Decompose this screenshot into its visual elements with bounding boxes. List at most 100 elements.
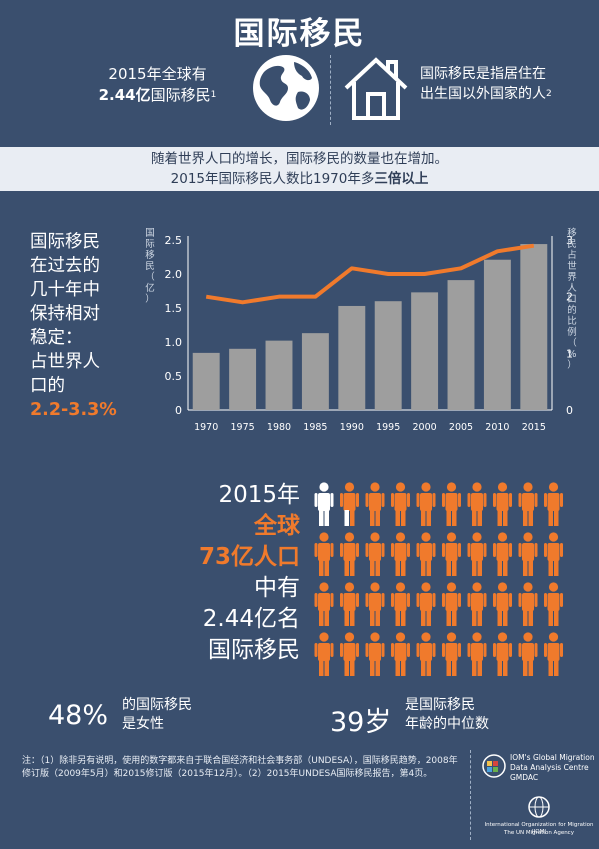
iom-logo-icon	[528, 796, 550, 818]
x-tick-label: 1990	[340, 422, 364, 433]
fact-left-line1: 2015年全球有	[108, 65, 207, 83]
bar	[411, 292, 439, 410]
y-left-tick-label: 2.0	[165, 268, 183, 281]
gmdac-line1: IOM's Global Migration	[510, 753, 595, 762]
x-tick-label: 2005	[449, 422, 473, 433]
person-icon	[365, 482, 385, 526]
footnotes: 注：（1）除非另有说明，使用的数字都来自于联合国经济和社会事务部（UNDESA）…	[22, 756, 458, 779]
female-txt1: 的国际移民	[122, 697, 192, 713]
y-right-axis-label: （	[567, 337, 577, 349]
y-left-tick-label: 2.5	[165, 234, 183, 247]
stable-line: 几十年中	[30, 280, 100, 300]
footnote-ref-2: 2	[546, 89, 552, 99]
gmdac-line2: Data Analysis Centre	[510, 763, 589, 772]
y-right-tick-label: 3	[566, 234, 573, 247]
y-right-axis-label: ）	[567, 359, 577, 371]
person-icon	[518, 632, 538, 676]
person-icon	[365, 632, 385, 676]
person-icon	[442, 532, 461, 576]
person-icon	[518, 482, 538, 526]
people-grid	[314, 482, 563, 676]
y-left-axis-label: 亿	[145, 282, 155, 294]
fact-total-migrants: 2015年全球有 2.44亿国际移民1	[70, 64, 245, 106]
y-right-axis-label: 的	[567, 304, 577, 316]
person-icon	[467, 582, 487, 626]
y-right-axis-label: 比	[567, 315, 577, 327]
stable-line: 占世界人	[30, 352, 100, 372]
fact-left-line2: 国际移民	[150, 86, 211, 104]
person-icon	[442, 482, 461, 526]
fact-definition: 国际移民是指居住在 出生国以外国家的人2	[420, 64, 590, 104]
y-right-tick-label: 2	[566, 291, 573, 304]
fact-right-line2: 出生国以外国家的人	[420, 86, 546, 102]
y-right-tick-label: 0	[566, 404, 573, 417]
bar	[192, 352, 220, 410]
y-left-axis-label: 际	[145, 239, 155, 250]
stable-line: 在过去的	[30, 256, 100, 276]
person-icon	[518, 532, 538, 576]
people-line5: 2.44亿名	[202, 606, 300, 632]
person-icon	[416, 632, 436, 676]
y-right-axis-label: 口	[567, 294, 577, 305]
person-icon-white	[314, 482, 334, 526]
person-icon	[391, 482, 410, 526]
stable-line: 国际移民	[30, 232, 100, 252]
y-right-axis-label: 例	[567, 326, 577, 338]
stable-share-text: 国际移民 在过去的 几十年中 保持相对 稳定： 占世界人 口的 2.2-3.3%	[30, 230, 140, 422]
person-icon	[544, 482, 563, 526]
person-icon	[365, 582, 385, 626]
migrants-chart: 0 0.5 1.0 1.5 2.0 2.5 0 1 2 3 1970 1975 1980 1985 1990…	[145, 227, 577, 433]
person-icon	[391, 632, 410, 676]
divider	[330, 55, 331, 125]
iom-tagline: The UN Migration Agency	[504, 830, 574, 836]
people-hl1: 全球	[254, 513, 300, 539]
person-icon	[518, 582, 538, 626]
y-right-axis-label: %	[567, 349, 576, 360]
footnote-ref-1: 1	[210, 90, 217, 100]
band-line2-prefix: 2015年国际移民人数比1970年多	[170, 171, 375, 187]
page-title: 国际移民	[233, 16, 366, 52]
person-icon	[544, 532, 563, 576]
fact-left-number: 2.44亿	[98, 86, 151, 104]
female-share-label: 的国际移民 是女性	[122, 696, 192, 734]
median-age-label: 是国际移民 年龄的中位数	[405, 696, 489, 734]
person-icon	[493, 482, 512, 526]
x-tick-label: 1995	[376, 422, 400, 433]
person-icon	[544, 632, 563, 676]
bar	[301, 333, 329, 410]
people-text: 2015年 全球 73亿人口 中有 2.44亿名 国际移民	[160, 480, 300, 666]
bar	[447, 280, 475, 410]
person-icon	[340, 532, 359, 576]
y-right-axis-label: 占	[567, 249, 577, 261]
people-hl2: 73亿人口	[198, 544, 300, 570]
person-icon	[416, 532, 436, 576]
person-icon-partial	[340, 482, 359, 526]
y-left-axis-label: 国	[145, 228, 155, 239]
y-left-axis-label: 民	[145, 261, 155, 272]
person-icon	[493, 582, 512, 626]
house-icon	[344, 57, 408, 120]
summary-band: 随着世界人口的增长，国际移民的数量也在增加。 2015年国际移民人数比1970年…	[0, 147, 599, 191]
bar	[483, 259, 511, 410]
globe-icon	[253, 55, 319, 121]
x-tick-label: 2015	[522, 422, 546, 433]
person-icon	[416, 482, 436, 526]
stable-line: 保持相对	[30, 304, 100, 324]
gmdac-logo-icon	[482, 754, 506, 778]
person-icon	[442, 582, 461, 626]
bar	[520, 244, 548, 410]
x-tick-label: 1980	[267, 422, 291, 433]
fact-right-line1: 国际移民是指居住在	[420, 66, 546, 82]
person-icon	[314, 632, 334, 676]
y-left-axis-label: 移	[145, 249, 155, 261]
stable-line: 口的	[30, 376, 65, 396]
y-right-axis-label: 人	[567, 283, 577, 294]
y-left-tick-label: 1.0	[165, 336, 183, 349]
x-tick-label: 2010	[485, 422, 509, 433]
y-left-tick-label: 0.5	[165, 370, 183, 383]
person-icon	[314, 582, 334, 626]
y-right-tick-label: 1	[566, 347, 573, 360]
person-icon	[442, 632, 461, 676]
person-icon	[493, 532, 512, 576]
x-tick-label: 1975	[231, 422, 255, 433]
